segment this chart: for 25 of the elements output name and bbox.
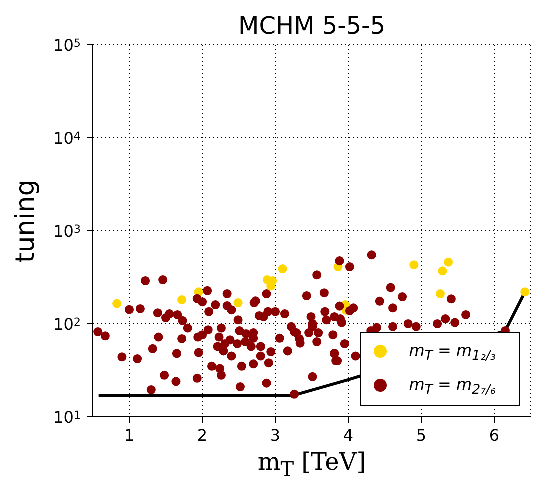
legend-label: m$_{T}$ = m$_{1₂/₃}$ xyxy=(409,341,496,364)
point xyxy=(234,298,243,308)
point xyxy=(444,258,454,267)
y-tick-label: 10$^{1}$ xyxy=(54,408,81,427)
x-tick-label: 3 xyxy=(270,426,281,445)
y-tick-label: 10$^{5}$ xyxy=(54,36,81,55)
legend-label: m$_{T}$ = m$_{2₇/₆}$ xyxy=(409,375,496,398)
x-tick-label: 5 xyxy=(416,426,427,445)
point xyxy=(278,264,288,274)
point xyxy=(112,299,122,308)
point xyxy=(520,288,530,297)
point xyxy=(178,296,187,305)
y-tick-label: 10$^{2}$ xyxy=(54,315,81,334)
chart-title: MCHM 5-5-5 xyxy=(238,12,386,40)
point xyxy=(410,260,419,270)
x-axis-title: m$_{T}$ [TeV] xyxy=(256,448,368,481)
point xyxy=(438,266,448,276)
y-tick-label: 10$^{3}$ xyxy=(54,222,81,241)
y-axis-title: tuning xyxy=(11,180,41,263)
x-tick-label: 6 xyxy=(489,426,500,445)
y-tick-label: 10$^{4}$ xyxy=(54,129,81,148)
point xyxy=(436,290,445,299)
x-tick-label: 1 xyxy=(124,426,135,445)
x-tick-label: 4 xyxy=(343,426,354,445)
x-tick-label: 2 xyxy=(197,426,208,445)
